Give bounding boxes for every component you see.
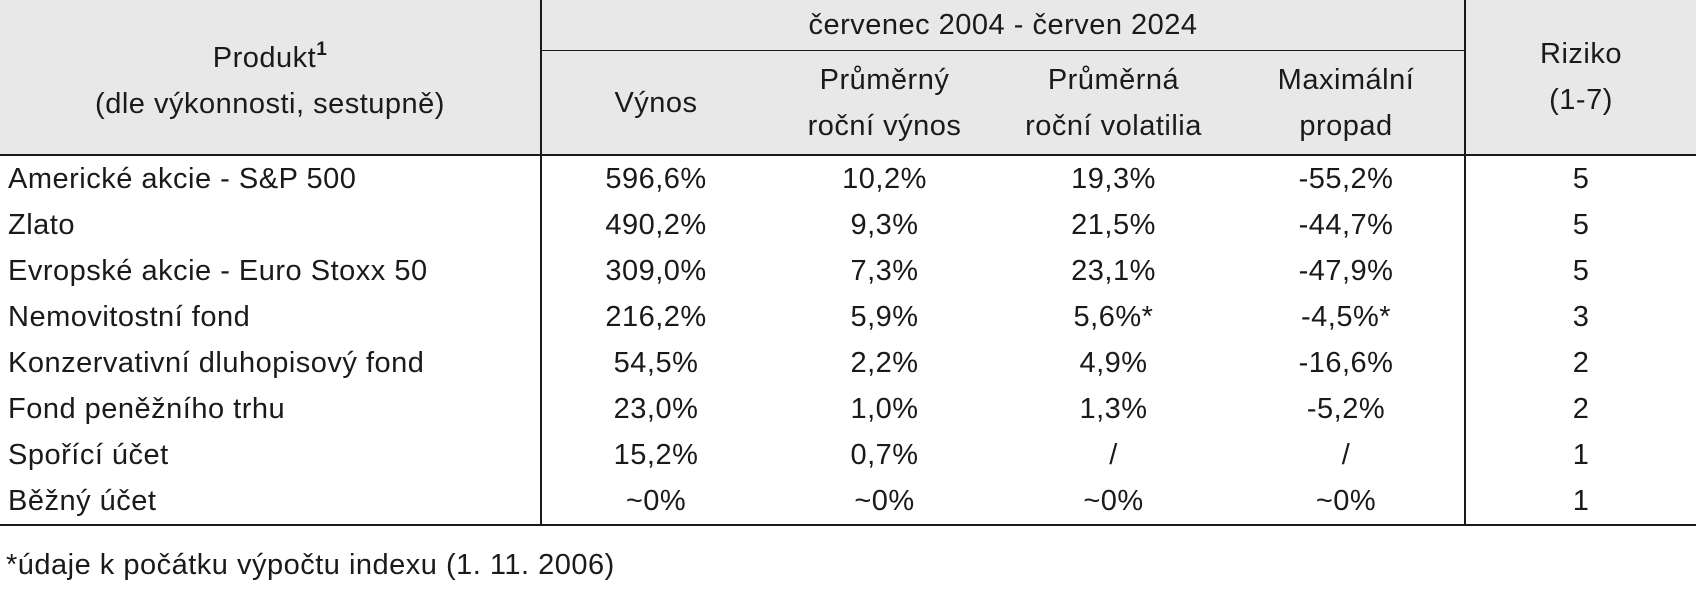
volatility-cell: 23,1% — [1071, 254, 1156, 287]
product-name-cell: Fond peněžního trhu — [8, 392, 286, 425]
drawdown-cell: ~0% — [1228, 478, 1466, 526]
avg-return-cell: 5,9% — [850, 300, 919, 333]
header-volatility-l2: roční volatilia — [1025, 109, 1202, 142]
volatility-cell: ~0% — [999, 478, 1228, 526]
drawdown-cell: -44,7% — [1298, 208, 1394, 241]
avg-return-cell: 7,3% — [850, 254, 919, 287]
volatility-cell: / — [1109, 438, 1118, 471]
footnote-marker: 1 — [316, 39, 328, 60]
return-cell: 596,6% — [540, 155, 770, 202]
avg-return-cell: 1,0% — [850, 392, 919, 425]
drawdown-cell: -16,6% — [1298, 346, 1394, 379]
avg-return-cell: 9,3% — [850, 208, 919, 241]
performance-table: Produkt1 (dle výkonnosti, sestupně) červ… — [0, 0, 1696, 526]
drawdown-cell: -55,2% — [1298, 162, 1394, 195]
risk-cell: 5 — [1464, 202, 1696, 248]
drawdown-cell: / — [1341, 438, 1351, 471]
return-cell: ~0% — [540, 478, 770, 526]
product-name-cell: Spořící účet — [8, 438, 169, 471]
risk-cell: 3 — [1464, 294, 1696, 340]
product-name-cell: Konzervativní dluhopisový fond — [8, 346, 425, 379]
return-cell: 216,2% — [540, 294, 770, 340]
table-row: Fond peněžního trhu 23,0% 1,0% 1,3% -5,2% 2 — [0, 386, 1696, 432]
avg-return-cell: 2,2% — [850, 346, 919, 379]
return-cell: 54,5% — [540, 340, 770, 386]
avg-return-cell: 0,7% — [850, 438, 919, 471]
drawdown-cell: -5,2% — [1306, 392, 1386, 425]
table-row: Evropské akcie - Euro Stoxx 50 309,0% 7,3%… — [0, 248, 1696, 294]
header-product-sublabel: (dle výkonnosti, sestupně) — [95, 88, 445, 120]
return-cell: 490,2% — [540, 202, 770, 248]
return-cell: 309,0% — [540, 248, 770, 294]
volatility-cell: 19,3% — [1071, 162, 1156, 195]
product-name-cell: Nemovitostní fond — [8, 300, 251, 333]
table-row: Běžný účet ~0% ~0% ~0% ~0% 1 — [0, 478, 1696, 526]
table-row: Konzervativní dluhopisový fond 54,5% 2,2% 4… — [0, 340, 1696, 386]
header-avg-return: Průměrný roční výnos — [770, 50, 999, 156]
risk-cell: 5 — [1464, 155, 1696, 202]
drawdown-cell: -47,9% — [1298, 254, 1394, 287]
risk-cell: 1 — [1464, 478, 1696, 526]
product-name-cell: Evropské akcie - Euro Stoxx 50 — [8, 254, 428, 287]
header-risk: Riziko (1-7) — [1464, 0, 1696, 156]
return-cell: 15,2% — [540, 432, 770, 478]
risk-cell: 2 — [1464, 340, 1696, 386]
product-name-cell: Americké akcie - S&P 500 — [8, 162, 357, 195]
table-header: Produkt1 (dle výkonnosti, sestupně) červ… — [0, 0, 1696, 156]
header-avg-return-l1: Průměrný — [819, 63, 950, 96]
footnote: *údaje k počátku výpočtu indexu (1. 11. … — [6, 549, 615, 581]
table-row: Zlato 490,2% 9,3% 21,5% -44,7% 5 — [0, 202, 1696, 248]
drawdown-cell: -4,5%* — [1300, 300, 1392, 333]
avg-return-cell: 10,2% — [842, 162, 927, 195]
table-row: Spořící účet 15,2% 0,7% / / 1 — [0, 432, 1696, 478]
header-volatility-l1: Průměrná — [1047, 63, 1180, 96]
header-drawdown-l2: propad — [1299, 109, 1393, 142]
volatility-cell: 4,9% — [1079, 346, 1148, 379]
risk-cell: 2 — [1464, 386, 1696, 432]
product-name-cell: Zlato — [8, 208, 75, 241]
header-product: Produkt1 (dle výkonnosti, sestupně) — [0, 0, 541, 156]
header-drawdown: Maximální propad — [1228, 50, 1466, 156]
header-product-label: Produkt — [212, 42, 317, 74]
product-name-cell: Běžný účet — [0, 478, 541, 526]
volatility-cell: 1,3% — [1079, 392, 1148, 425]
header-avg-return-l2: roční výnos — [807, 109, 962, 142]
header-drawdown-l1: Maximální — [1277, 63, 1415, 96]
header-risk-range: (1-7) — [1549, 84, 1613, 116]
volatility-cell: 5,6%* — [1073, 300, 1154, 333]
table-row: Nemovitostní fond 216,2% 5,9% 5,6%* -4,5%* 3 — [0, 294, 1696, 340]
avg-return-cell: ~0% — [770, 478, 999, 526]
table-body: Americké akcie - S&P 500 596,6% 10,2% 19,3%… — [0, 155, 1696, 526]
table-row: Americké akcie - S&P 500 596,6% 10,2% 19,3%… — [0, 155, 1696, 202]
header-return: Výnos — [540, 50, 770, 156]
header-risk-label: Riziko — [1540, 38, 1622, 70]
risk-cell: 5 — [1464, 248, 1696, 294]
return-cell: 23,0% — [540, 386, 770, 432]
risk-cell: 1 — [1464, 432, 1696, 478]
volatility-cell: 21,5% — [1071, 208, 1156, 241]
header-period: červenec 2004 - červen 2024 — [539, 0, 1466, 51]
header-volatility: Průměrná roční volatilia — [999, 50, 1228, 156]
